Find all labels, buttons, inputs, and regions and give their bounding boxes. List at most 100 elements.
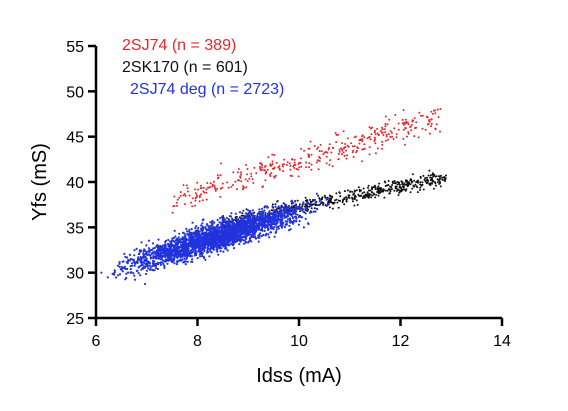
data-point xyxy=(269,163,272,166)
data-point xyxy=(145,269,149,272)
data-point xyxy=(194,239,197,242)
data-point xyxy=(230,239,233,242)
data-point xyxy=(331,207,334,210)
data-point xyxy=(191,260,194,263)
data-point xyxy=(296,199,299,202)
data-point xyxy=(123,252,126,255)
data-point xyxy=(184,234,187,237)
data-point xyxy=(438,182,441,185)
data-point xyxy=(256,228,259,231)
data-point xyxy=(318,160,321,163)
data-point xyxy=(196,181,199,184)
data-point xyxy=(286,215,290,218)
data-point xyxy=(289,164,292,167)
data-point xyxy=(309,198,311,201)
y-tick-label: 55 xyxy=(66,39,84,56)
data-point xyxy=(308,205,311,208)
data-point xyxy=(261,166,264,169)
data-point xyxy=(138,249,141,252)
data-point xyxy=(281,206,284,209)
data-point xyxy=(218,243,222,246)
data-point xyxy=(195,246,198,249)
data-point xyxy=(394,113,397,116)
data-point xyxy=(351,200,354,203)
data-point xyxy=(213,230,216,233)
data-point xyxy=(163,249,166,253)
data-point xyxy=(374,142,377,145)
data-point xyxy=(221,229,224,232)
data-point xyxy=(153,246,156,250)
data-point xyxy=(315,161,318,164)
data-point xyxy=(205,232,208,235)
data-point xyxy=(149,257,152,260)
data-point xyxy=(207,229,211,232)
data-point xyxy=(247,230,251,233)
data-point xyxy=(403,182,406,185)
data-point xyxy=(213,180,215,183)
data-point xyxy=(362,148,365,151)
data-point xyxy=(147,253,150,256)
data-point xyxy=(205,198,208,201)
data-point xyxy=(191,205,194,208)
data-point xyxy=(229,215,233,218)
data-point xyxy=(276,207,279,210)
data-point xyxy=(228,219,231,222)
data-point xyxy=(253,229,256,233)
data-point xyxy=(134,262,137,265)
data-point xyxy=(260,222,264,225)
data-point xyxy=(397,194,400,196)
data-point xyxy=(142,261,145,264)
data-point xyxy=(361,140,364,143)
data-point xyxy=(286,220,289,223)
data-point xyxy=(171,261,174,264)
data-point xyxy=(203,191,206,194)
data-point xyxy=(216,218,219,222)
data-point xyxy=(199,240,202,243)
data-point xyxy=(214,227,217,230)
data-point xyxy=(151,265,154,268)
legend: 2SJ74 (n = 389) 2SK170 (n = 601) 2SJ74 deg… xyxy=(122,37,284,98)
data-point xyxy=(427,123,430,126)
data-point xyxy=(228,236,231,239)
data-point xyxy=(310,163,313,166)
data-point xyxy=(424,128,427,131)
data-point xyxy=(258,234,261,237)
data-point xyxy=(444,180,447,182)
data-point xyxy=(140,260,143,263)
data-point xyxy=(176,237,179,241)
data-point xyxy=(179,238,183,241)
data-point xyxy=(309,140,312,143)
data-point xyxy=(196,234,199,237)
data-point xyxy=(151,262,154,265)
data-point xyxy=(243,215,246,218)
data-point xyxy=(245,221,248,224)
data-point xyxy=(239,239,242,242)
data-point xyxy=(202,238,205,241)
data-point xyxy=(278,167,281,170)
data-point xyxy=(166,262,169,265)
data-point xyxy=(411,181,413,184)
data-point xyxy=(194,192,197,195)
data-point xyxy=(424,177,427,179)
y-tick-label: 45 xyxy=(66,130,84,147)
data-point xyxy=(156,267,159,271)
data-point xyxy=(207,251,210,254)
data-point xyxy=(358,139,361,142)
data-point xyxy=(186,249,189,252)
data-point xyxy=(349,190,352,193)
data-point xyxy=(402,109,405,111)
data-point xyxy=(202,255,205,258)
data-point xyxy=(407,131,410,133)
data-point xyxy=(121,270,124,273)
data-point xyxy=(335,192,338,195)
data-point xyxy=(100,271,103,274)
data-point xyxy=(248,177,251,180)
data-point xyxy=(208,240,211,243)
data-point xyxy=(414,183,417,186)
data-point xyxy=(270,209,273,212)
data-point xyxy=(161,251,164,254)
data-point xyxy=(205,191,208,194)
data-point xyxy=(428,132,431,135)
data-point xyxy=(201,199,204,202)
data-point xyxy=(216,174,219,177)
